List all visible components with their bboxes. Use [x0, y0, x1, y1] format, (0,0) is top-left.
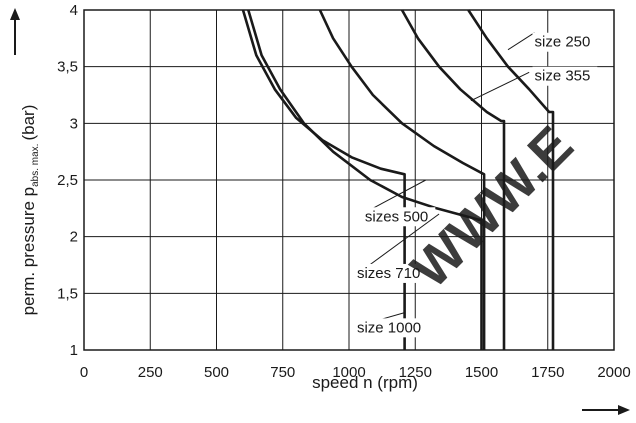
- series-line-sizes-500: [318, 9, 486, 350]
- x-tick-label: 250: [138, 364, 163, 381]
- x-tick-labels: 0 250 500 750 1000 1250 1500 1750 2000: [80, 364, 631, 381]
- x-tick-label: 750: [270, 364, 295, 381]
- x-axis-arrow-icon: [582, 405, 630, 415]
- callout-label-size-355: size 355: [535, 68, 591, 85]
- callout-label-sizes-500: sizes 500: [365, 208, 428, 225]
- y-tick-label: 3: [70, 115, 78, 132]
- grid: [83, 9, 615, 351]
- y-axis-label-sub: abs. max.: [30, 144, 41, 187]
- series-line-size-355: [400, 9, 506, 350]
- x-tick-label: 1500: [465, 364, 498, 381]
- y-tick-label: 2,5: [57, 172, 78, 189]
- x-tick-label: 2000: [597, 364, 630, 381]
- x-tick-label: 0: [80, 364, 88, 381]
- callout-leader-size-355: [470, 71, 530, 102]
- x-axis-label: speed n (rpm): [312, 373, 418, 392]
- y-axis-arrow-icon: [10, 8, 20, 55]
- callout-label-size-1000: size 1000: [357, 319, 421, 336]
- x-tick-label: 1000: [332, 364, 365, 381]
- callout-background: [532, 32, 598, 52]
- callout-background: [354, 263, 428, 283]
- y-tick-label: 3,5: [57, 59, 78, 76]
- callout-leader-size-250: [507, 32, 535, 51]
- plot-frame: [83, 9, 615, 351]
- callout-background: [532, 66, 598, 86]
- series-line-size-1000: [241, 9, 406, 350]
- callouts: size 250 size 355 sizes 500 sizes 710 size 1…: [354, 32, 598, 338]
- series-line-size-250: [467, 9, 555, 350]
- series-line-sizes-710: [247, 9, 483, 350]
- y-tick-label: 2: [70, 229, 78, 246]
- callout-label-sizes-710: sizes 710: [357, 265, 420, 282]
- y-axis-label: perm. pressure pabs. max. (bar): [19, 105, 41, 316]
- callout-label-size-250: size 250: [535, 34, 591, 51]
- y-tick-label: 4: [70, 2, 78, 19]
- callout-leader-sizes-710: [364, 213, 440, 269]
- y-tick-labels: 1 1,5 2 2,5 3 3,5 4: [57, 2, 78, 359]
- svg-text:perm. pressure pabs. max.(bar): perm. pressure pabs. max. (bar): [19, 105, 41, 316]
- y-axis-label-main: perm. pressure p: [19, 187, 38, 316]
- callout-background: [354, 318, 428, 338]
- callout-leader-sizes-500: [372, 179, 427, 209]
- x-tick-label: 1250: [399, 364, 432, 381]
- x-tick-label: 500: [204, 364, 229, 381]
- series-lines: [241, 9, 555, 350]
- y-tick-label: 1: [70, 342, 78, 359]
- y-axis-label-unit: (bar): [19, 105, 38, 141]
- y-tick-label: 1,5: [57, 285, 78, 302]
- callout-background: [362, 207, 436, 227]
- x-tick-label: 1750: [531, 364, 564, 381]
